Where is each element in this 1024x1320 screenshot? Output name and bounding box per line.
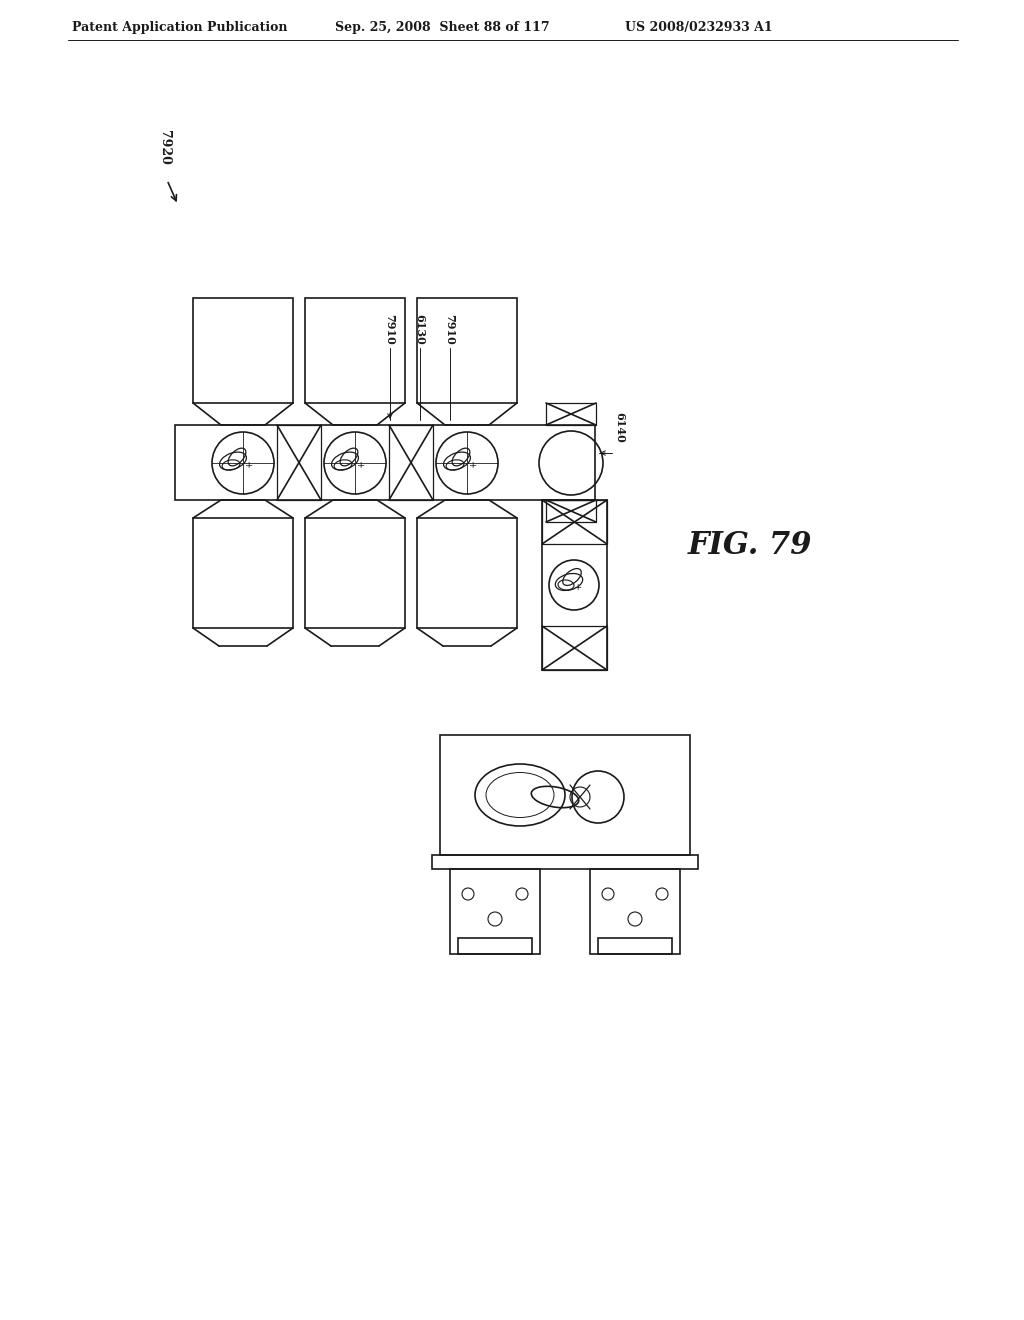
Text: +: + <box>573 583 582 593</box>
Text: +: + <box>245 462 253 470</box>
Text: US 2008/0232933 A1: US 2008/0232933 A1 <box>625 21 773 34</box>
Bar <box>542 500 607 671</box>
Text: 7910: 7910 <box>444 314 456 345</box>
Text: 7910: 7910 <box>384 314 395 345</box>
Bar <box>417 517 517 628</box>
Bar <box>278 425 321 500</box>
Text: +: + <box>469 462 477 470</box>
Bar <box>417 298 517 403</box>
Text: +: + <box>357 462 366 470</box>
Text: 7920: 7920 <box>159 131 171 165</box>
Text: Patent Application Publication: Patent Application Publication <box>72 21 288 34</box>
Bar <box>305 298 406 403</box>
Text: Sep. 25, 2008  Sheet 88 of 117: Sep. 25, 2008 Sheet 88 of 117 <box>335 21 550 34</box>
Bar <box>175 425 595 500</box>
Bar <box>546 500 596 521</box>
Bar <box>598 939 672 954</box>
Bar <box>305 517 406 628</box>
Bar <box>590 869 680 954</box>
Bar <box>432 855 698 869</box>
Text: 6130: 6130 <box>415 314 426 345</box>
Bar <box>193 517 293 628</box>
Bar <box>542 626 607 671</box>
Bar <box>389 425 433 500</box>
Bar <box>193 298 293 403</box>
Bar <box>546 403 596 425</box>
Text: 6140: 6140 <box>614 412 626 444</box>
Bar <box>542 500 607 544</box>
Bar <box>458 939 532 954</box>
Text: FIG. 79: FIG. 79 <box>688 529 812 561</box>
Bar <box>440 735 690 855</box>
Bar <box>450 869 540 954</box>
